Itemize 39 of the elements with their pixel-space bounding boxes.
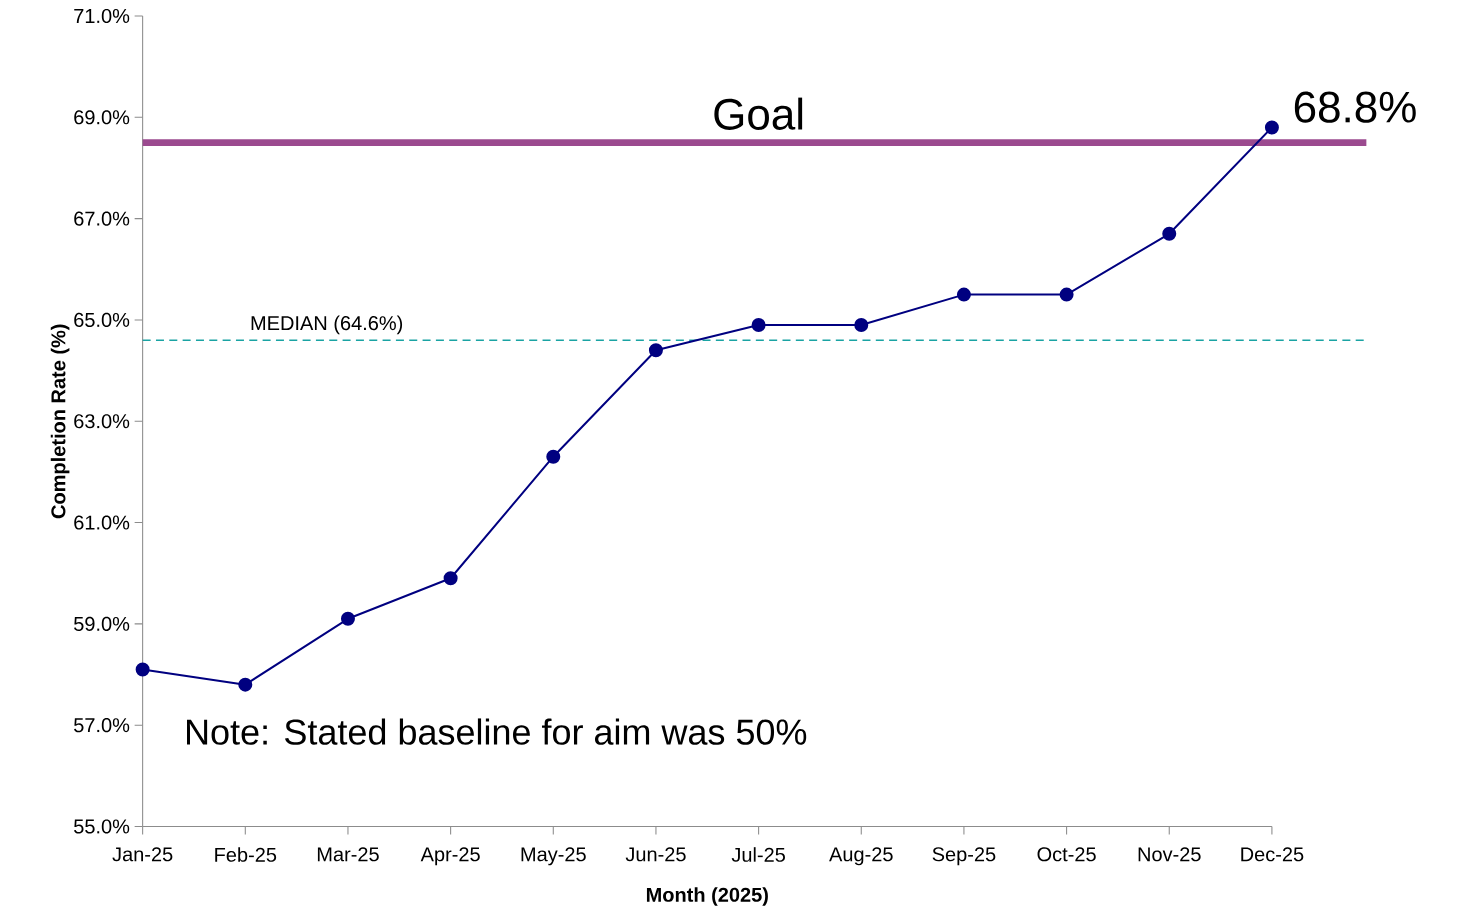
y-tick-label: 65.0%: [74, 312, 130, 327]
data-label: 68.8%: [1294, 91, 1416, 123]
x-tick-label: Nov-25: [1138, 846, 1201, 862]
point: [751, 317, 766, 332]
y-tick-label: 69.0%: [74, 110, 130, 125]
x-tick-label: Jun-25: [625, 846, 686, 862]
annotation: Note: Stated baseline for aim was 50%: [187, 718, 807, 745]
point: [648, 343, 663, 358]
x-tick-label: Apr-25: [420, 846, 480, 866]
point: [546, 449, 561, 464]
y-axis-title: Completion Rate (%): [50, 324, 70, 518]
y-tick-label: 55.0%: [74, 819, 130, 834]
x-tick-label: Sep-25: [932, 846, 996, 866]
x-tick-label: Aug-25: [829, 846, 893, 866]
x-axis-title: Month (2025): [646, 886, 768, 906]
x-tick-label: Mar-25: [317, 846, 379, 862]
x-tick-label: May-25: [521, 846, 586, 866]
x-tick-label: Feb-25: [215, 846, 277, 862]
ref-line-label: Goal: [714, 97, 803, 130]
point: [340, 611, 355, 626]
x-tick-label: Jan-25: [112, 846, 173, 862]
y-tick-label: 57.0%: [74, 717, 130, 733]
y-tick-label: 67.0%: [74, 211, 130, 226]
point: [1059, 287, 1074, 302]
point: [1162, 226, 1177, 241]
point: [443, 571, 458, 586]
y-tick-label: 71.0%: [74, 8, 130, 23]
ref-line-label: MEDIAN (64.6%): [251, 315, 403, 334]
point: [1264, 120, 1279, 135]
point: [238, 677, 253, 692]
y-tick-label: 63.0%: [74, 413, 130, 429]
x-tick-label: Dec-25: [1241, 846, 1304, 862]
point: [135, 662, 150, 677]
x-tick-label: Jul-25: [731, 846, 785, 862]
point: [956, 287, 971, 302]
y-tick-label: 61.0%: [74, 515, 130, 530]
point: [854, 317, 869, 332]
x-tick-label: Oct-25: [1037, 846, 1096, 862]
y-tick-label: 59.0%: [74, 616, 130, 631]
